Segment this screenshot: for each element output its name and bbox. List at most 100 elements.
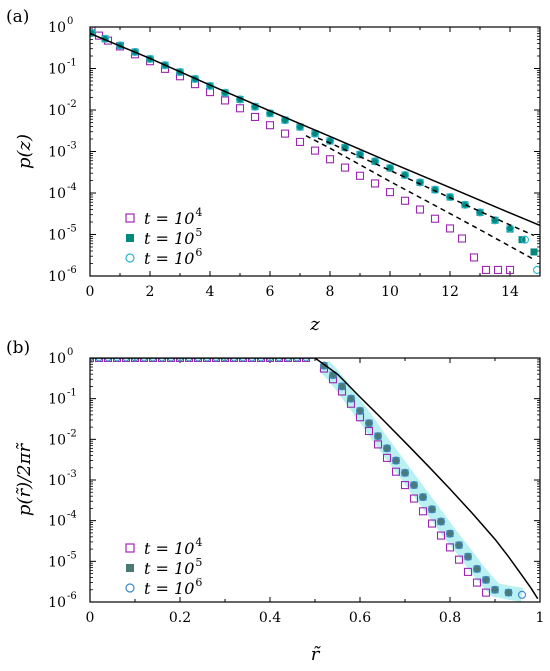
data-point xyxy=(505,265,515,274)
data-point xyxy=(370,179,380,188)
data-point xyxy=(472,578,482,587)
data-point xyxy=(236,95,244,103)
legend-marker xyxy=(126,234,134,242)
data-point xyxy=(418,507,428,516)
y-tick-label: 10 xyxy=(48,473,66,489)
y-tick-exponent: -4 xyxy=(67,182,77,193)
data-point xyxy=(190,74,200,84)
legend-label: t = 10 xyxy=(144,209,194,228)
data-point xyxy=(460,200,470,209)
data-point xyxy=(400,481,410,490)
data-point xyxy=(454,541,464,550)
data-point xyxy=(265,109,275,118)
data-point xyxy=(325,136,335,145)
plateau-marker xyxy=(176,358,184,362)
y-tick-exponent: -5 xyxy=(67,224,77,235)
data-point xyxy=(481,575,491,584)
plateau-band xyxy=(302,358,310,362)
plateau-band xyxy=(275,358,283,362)
y-tick-label: 10 xyxy=(48,20,66,36)
y-tick-exponent: -3 xyxy=(67,141,77,152)
data-point xyxy=(347,395,355,403)
data-point xyxy=(400,196,410,205)
data-point xyxy=(455,541,463,549)
plateau-marker xyxy=(266,358,274,362)
data-point xyxy=(221,89,229,97)
data-point xyxy=(431,186,439,194)
data-point xyxy=(506,225,514,233)
plateau-band xyxy=(176,358,184,362)
data-point xyxy=(463,552,473,561)
data-point xyxy=(373,432,383,441)
data-point xyxy=(505,589,512,597)
y-tick-label: 10 xyxy=(48,228,66,244)
data-point xyxy=(374,432,382,440)
plot-area xyxy=(90,27,540,274)
data-point xyxy=(90,29,95,37)
y-tick-exponent: -6 xyxy=(67,591,77,602)
data-point xyxy=(310,146,320,155)
data-point xyxy=(457,234,467,243)
plateau-band xyxy=(221,358,229,362)
data-point xyxy=(340,143,350,152)
data-point xyxy=(206,82,214,90)
highlight-band xyxy=(318,360,524,602)
plateau-marker xyxy=(104,358,112,362)
data-point xyxy=(235,104,245,113)
legend-label: t = 10 xyxy=(144,539,194,558)
x-tick-label: 0.6 xyxy=(349,610,371,626)
plateau-marker xyxy=(131,358,139,362)
data-point xyxy=(346,394,356,403)
plateau-band xyxy=(167,358,175,362)
data-point xyxy=(445,224,455,233)
y-tick-label: 10 xyxy=(48,432,66,448)
data-point xyxy=(445,529,455,538)
data-point xyxy=(464,553,472,561)
legend-label: t = 10 xyxy=(144,249,194,268)
plateau-marker xyxy=(149,358,157,362)
data-point xyxy=(415,205,425,214)
data-point xyxy=(160,61,170,70)
solid-theory-line xyxy=(90,32,540,227)
x-tick-label: 2 xyxy=(146,284,155,300)
plateau-marker xyxy=(185,358,193,362)
y-axis-label: p(r̃)/2πr̃ xyxy=(14,442,35,516)
data-point xyxy=(482,576,490,584)
data-point xyxy=(437,518,445,526)
legend-exponent: 4 xyxy=(195,206,202,219)
data-point xyxy=(220,96,230,105)
data-point xyxy=(296,123,304,131)
data-point xyxy=(481,588,491,597)
data-point xyxy=(373,440,383,449)
data-point xyxy=(416,178,424,186)
data-point xyxy=(490,585,500,594)
data-point xyxy=(355,150,365,159)
legend-exponent: 6 xyxy=(195,246,202,259)
x-axis-label: z xyxy=(309,314,320,335)
data-point xyxy=(445,192,455,202)
x-tick-label: 10 xyxy=(381,284,399,300)
data-point xyxy=(410,481,418,489)
data-point xyxy=(319,361,329,370)
plateau-band xyxy=(158,358,166,362)
data-point xyxy=(427,505,437,514)
legend-exponent: 5 xyxy=(195,226,202,239)
plateau-band xyxy=(95,358,103,362)
data-point xyxy=(320,362,328,370)
x-tick-label: 0.8 xyxy=(439,610,461,626)
data-point xyxy=(517,590,527,599)
data-point xyxy=(476,208,484,216)
plateau-marker xyxy=(239,358,247,362)
plateau-marker xyxy=(203,358,211,362)
plateau-marker xyxy=(167,358,175,362)
data-point xyxy=(491,216,499,224)
axes-frame xyxy=(89,357,541,603)
plateau-band xyxy=(230,358,238,362)
legend-exponent: 4 xyxy=(195,536,202,549)
y-tick-label: 10 xyxy=(48,186,66,202)
plateau-band xyxy=(284,358,292,362)
plateau-marker xyxy=(248,358,256,362)
y-tick-label: 10 xyxy=(48,269,66,285)
plateau-band xyxy=(131,358,139,362)
